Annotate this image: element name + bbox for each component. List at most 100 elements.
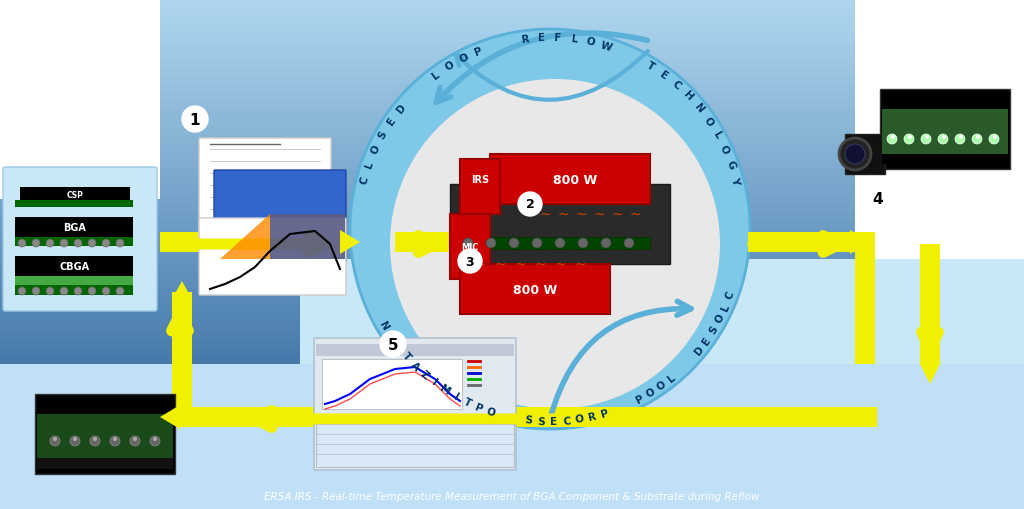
- FancyArrowPatch shape: [172, 315, 188, 361]
- Text: 3: 3: [466, 255, 474, 268]
- Circle shape: [73, 437, 77, 441]
- Circle shape: [113, 437, 117, 441]
- Bar: [450, 215, 490, 279]
- Bar: [37, 414, 173, 459]
- Bar: [15, 201, 133, 208]
- Text: I: I: [430, 377, 439, 388]
- Bar: [880, 90, 1010, 169]
- Polygon shape: [0, 322, 1024, 331]
- Polygon shape: [0, 85, 1024, 93]
- Text: ~: ~: [611, 208, 623, 221]
- Text: F: F: [554, 33, 562, 43]
- Text: M: M: [437, 383, 452, 397]
- Polygon shape: [0, 416, 1024, 424]
- Polygon shape: [0, 195, 1024, 204]
- Polygon shape: [0, 297, 1024, 305]
- Text: P: P: [473, 402, 484, 413]
- Text: P: P: [599, 407, 609, 419]
- Polygon shape: [0, 144, 1024, 153]
- Polygon shape: [0, 373, 1024, 382]
- Text: 5: 5: [388, 337, 398, 352]
- Text: S: S: [538, 416, 545, 426]
- Circle shape: [509, 239, 519, 248]
- Circle shape: [839, 139, 871, 171]
- Text: O: O: [585, 36, 596, 48]
- Polygon shape: [172, 281, 193, 299]
- Text: ~: ~: [535, 258, 546, 271]
- Circle shape: [921, 135, 931, 145]
- Circle shape: [102, 288, 110, 295]
- Bar: [15, 276, 133, 286]
- Text: ~: ~: [629, 208, 641, 221]
- Polygon shape: [300, 260, 1024, 509]
- Polygon shape: [0, 271, 1024, 280]
- Circle shape: [891, 136, 895, 140]
- Circle shape: [976, 136, 980, 140]
- Circle shape: [486, 239, 496, 248]
- Circle shape: [463, 239, 473, 248]
- Bar: [15, 286, 133, 295]
- Polygon shape: [0, 17, 1024, 25]
- Circle shape: [130, 436, 140, 446]
- Text: O: O: [645, 386, 657, 399]
- Polygon shape: [0, 458, 1024, 467]
- Polygon shape: [0, 433, 1024, 441]
- Bar: [882, 155, 1008, 165]
- Circle shape: [133, 437, 137, 441]
- FancyBboxPatch shape: [199, 218, 346, 295]
- Bar: [882, 100, 1008, 110]
- Text: ~: ~: [540, 208, 551, 221]
- Polygon shape: [0, 212, 1024, 220]
- Circle shape: [60, 288, 68, 295]
- Circle shape: [50, 436, 60, 446]
- Circle shape: [532, 239, 542, 248]
- Polygon shape: [0, 475, 1024, 484]
- Text: I: I: [393, 342, 403, 351]
- Polygon shape: [855, 0, 1024, 260]
- Text: ~: ~: [575, 208, 587, 221]
- Text: ~: ~: [557, 208, 568, 221]
- Text: L: L: [720, 302, 731, 312]
- Polygon shape: [0, 382, 1024, 390]
- Text: H: H: [681, 90, 694, 103]
- Polygon shape: [0, 280, 1024, 289]
- Polygon shape: [0, 254, 1024, 509]
- Polygon shape: [0, 68, 1024, 76]
- Bar: [855, 233, 874, 364]
- Polygon shape: [0, 441, 1024, 449]
- Polygon shape: [0, 407, 1024, 416]
- Circle shape: [959, 136, 963, 140]
- FancyBboxPatch shape: [214, 171, 346, 263]
- Text: Z: Z: [418, 368, 430, 381]
- Text: E: E: [385, 116, 397, 127]
- Polygon shape: [220, 215, 345, 260]
- Polygon shape: [0, 25, 1024, 34]
- FancyArrowPatch shape: [753, 236, 840, 253]
- Polygon shape: [0, 424, 1024, 433]
- Text: S: S: [377, 129, 389, 141]
- Text: O: O: [718, 144, 731, 156]
- Text: O: O: [384, 330, 397, 343]
- Circle shape: [46, 240, 54, 247]
- Polygon shape: [0, 136, 1024, 144]
- Bar: [20, 188, 130, 202]
- Circle shape: [601, 239, 611, 248]
- Bar: [845, 135, 885, 175]
- Circle shape: [904, 135, 914, 145]
- Polygon shape: [0, 0, 160, 200]
- Circle shape: [380, 331, 406, 357]
- Circle shape: [18, 240, 26, 247]
- Text: I: I: [452, 391, 460, 402]
- FancyArrowPatch shape: [436, 34, 647, 103]
- Circle shape: [518, 192, 542, 216]
- Bar: [172, 293, 193, 427]
- Text: O: O: [458, 52, 470, 65]
- Text: ~: ~: [495, 258, 506, 271]
- Text: ~: ~: [574, 258, 586, 271]
- Text: MIC: MIC: [462, 242, 478, 251]
- Text: D: D: [394, 102, 408, 115]
- Text: E: E: [700, 334, 713, 346]
- Bar: [322, 359, 462, 409]
- Circle shape: [90, 436, 100, 446]
- Text: T: T: [400, 350, 413, 362]
